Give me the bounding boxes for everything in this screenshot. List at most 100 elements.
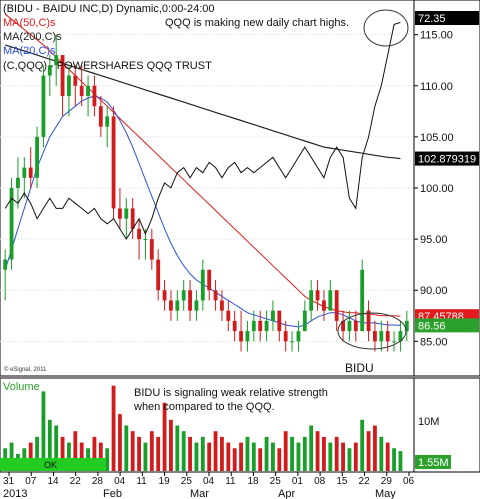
volume-bar — [98, 442, 103, 471]
candle-body — [28, 167, 33, 178]
price-tick-label: 85.00 — [420, 336, 448, 348]
candle-body — [245, 331, 250, 342]
x-day-label: 04 — [203, 476, 215, 487]
x-day-label: 06 — [403, 476, 415, 487]
candle-body — [398, 331, 403, 342]
volume-bar — [366, 431, 371, 471]
legend-ma20: MA(20,C)s — [3, 45, 56, 57]
volume-bar — [200, 436, 205, 471]
qqq-note: QQQ is making new daily chart highs. — [165, 17, 349, 29]
volume-bar — [124, 425, 129, 471]
volume-bar — [28, 442, 33, 471]
volume-bar — [188, 436, 192, 471]
price-badge-label: 102.879319 — [418, 154, 476, 166]
volume-bar — [207, 442, 212, 471]
candle-body — [271, 310, 275, 321]
price-badge — [415, 151, 479, 166]
candle-body — [328, 290, 333, 311]
volume-note-2: when compared to the QQQ. — [133, 401, 275, 413]
volume-badge-label: 1.55M — [418, 457, 449, 469]
bidu-label: BIDU — [345, 361, 374, 375]
volume-bar — [9, 442, 14, 471]
volume-bar — [162, 402, 167, 471]
volume-bar — [181, 431, 186, 471]
candle-body — [322, 300, 326, 311]
x-day-label: 28 — [92, 476, 104, 487]
candle-body — [366, 310, 371, 332]
candle-body — [111, 116, 116, 209]
volume-bar — [220, 436, 224, 471]
candle-body — [9, 188, 14, 260]
candle-body — [149, 239, 154, 260]
volume-bar — [130, 431, 135, 471]
x-day-label: 31 — [3, 476, 15, 487]
volume-bar — [271, 442, 275, 471]
candles — [3, 34, 409, 352]
axis-labels: 115.00 110.00 105.00 100.00 95.00 90.00 85.00 3… — [3, 30, 454, 499]
candle-body — [239, 331, 243, 342]
volume-bar — [149, 431, 154, 471]
volume-bar — [296, 442, 301, 471]
candle-body — [92, 85, 97, 107]
candle-body — [290, 341, 294, 343]
candle-body — [385, 331, 390, 342]
ok-bar — [0, 458, 106, 471]
chart-title: (BIDU - BAIDU INC,D) Dynamic,0:00-24:00 — [3, 3, 215, 15]
price-badge — [415, 318, 479, 333]
x-day-label: 15 — [336, 476, 348, 487]
volume-badge — [415, 455, 451, 469]
bidu-circle — [337, 312, 407, 350]
price-badge — [415, 11, 479, 25]
candle-body — [67, 75, 71, 96]
candle-body — [98, 106, 103, 127]
candle-body — [220, 300, 224, 311]
ok-label: OK — [44, 460, 57, 470]
candle-body — [334, 290, 339, 321]
volume-bar — [194, 442, 199, 471]
volume-title: Volume — [3, 381, 40, 393]
volume-bar — [226, 442, 231, 471]
price-tick-label: 115.00 — [420, 30, 453, 42]
ma50-line — [4, 13, 401, 317]
qqq-line — [4, 21, 401, 241]
x-day-label: 11 — [225, 476, 236, 487]
candle-body — [47, 65, 52, 76]
candle-body — [54, 55, 59, 66]
volume-bar — [328, 442, 333, 471]
candle-body — [79, 85, 84, 96]
volume-bar — [302, 436, 307, 471]
candle-body — [353, 320, 358, 332]
candle-body — [60, 55, 65, 96]
volume-bar — [277, 448, 282, 471]
candle-body — [156, 259, 161, 291]
volume-bar — [398, 451, 403, 471]
candle-body — [264, 320, 269, 332]
x-month-label: Feb — [103, 488, 122, 499]
candle-body — [194, 300, 199, 311]
candle-body — [86, 85, 90, 96]
volume-bar — [239, 442, 243, 471]
x-day-label: 07 — [25, 476, 37, 487]
volume-bar — [156, 436, 161, 471]
x-day-label: 18 — [247, 476, 259, 487]
x-day-label: 04 — [114, 476, 126, 487]
candle-body — [137, 228, 141, 240]
volume-tick-10m: 10M — [418, 416, 439, 428]
candle-body — [175, 300, 180, 311]
ma200-line — [5, 44, 401, 160]
volume-bar — [213, 431, 218, 471]
volume-bar — [245, 436, 250, 471]
candle-body — [105, 116, 110, 127]
x-day-label: 14 — [47, 476, 59, 487]
volume-bar — [105, 448, 110, 471]
volume-bar — [258, 448, 263, 471]
x-month-label: May — [375, 488, 396, 499]
x-month-label: Apr — [278, 488, 295, 499]
x-day-label: 01 — [292, 476, 304, 487]
volume-bars — [3, 385, 403, 471]
volume-bar — [60, 436, 65, 471]
candle-body — [207, 269, 212, 291]
candle-body — [118, 208, 122, 219]
candle-body — [3, 259, 8, 270]
